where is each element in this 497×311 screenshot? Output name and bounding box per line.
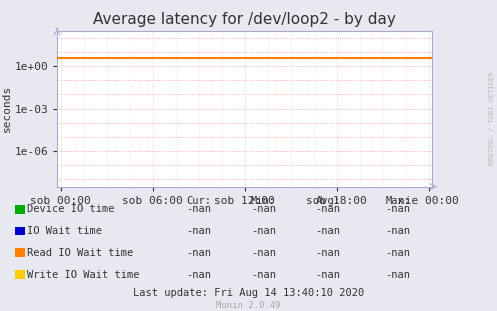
Text: Write IO Wait time: Write IO Wait time	[27, 270, 140, 280]
Title: Average latency for /dev/loop2 - by day: Average latency for /dev/loop2 - by day	[93, 12, 396, 27]
Text: -nan: -nan	[251, 248, 276, 258]
Text: RRDTOOL / TOBI OETIKER: RRDTOOL / TOBI OETIKER	[489, 72, 495, 165]
Text: -nan: -nan	[316, 204, 340, 214]
Text: -nan: -nan	[385, 270, 410, 280]
Text: -nan: -nan	[186, 204, 211, 214]
Text: Last update: Fri Aug 14 13:40:10 2020: Last update: Fri Aug 14 13:40:10 2020	[133, 288, 364, 298]
Text: -nan: -nan	[186, 270, 211, 280]
Text: -nan: -nan	[316, 226, 340, 236]
Text: Min:: Min:	[251, 196, 276, 206]
Text: -nan: -nan	[385, 204, 410, 214]
Text: -nan: -nan	[316, 248, 340, 258]
Text: Cur:: Cur:	[186, 196, 211, 206]
Text: IO Wait time: IO Wait time	[27, 226, 102, 236]
Y-axis label: seconds: seconds	[1, 85, 11, 132]
Text: -nan: -nan	[186, 248, 211, 258]
Text: Avg:: Avg:	[316, 196, 340, 206]
Text: -nan: -nan	[385, 248, 410, 258]
Text: Max:: Max:	[385, 196, 410, 206]
Text: Device IO time: Device IO time	[27, 204, 115, 214]
Text: -nan: -nan	[251, 270, 276, 280]
Text: -nan: -nan	[251, 204, 276, 214]
Text: Read IO Wait time: Read IO Wait time	[27, 248, 134, 258]
Text: -nan: -nan	[316, 270, 340, 280]
Text: -nan: -nan	[251, 226, 276, 236]
Text: Munin 2.0.49: Munin 2.0.49	[216, 301, 281, 310]
Text: -nan: -nan	[385, 226, 410, 236]
Text: -nan: -nan	[186, 226, 211, 236]
